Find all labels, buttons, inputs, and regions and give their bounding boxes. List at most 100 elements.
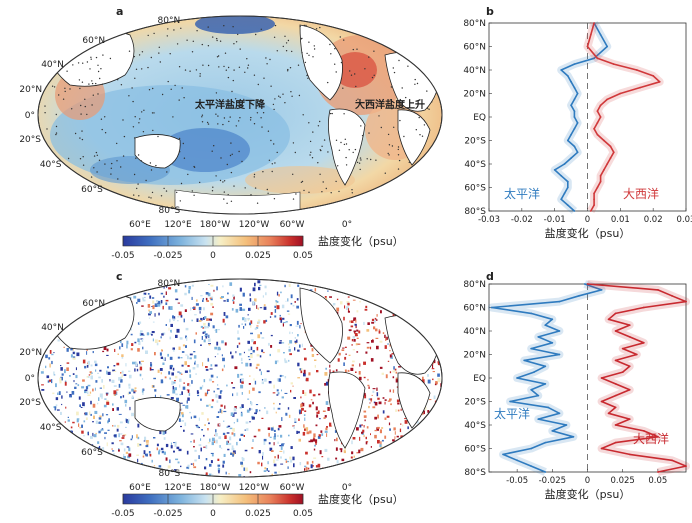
salinity-speckle (184, 370, 188, 373)
salinity-speckle (278, 425, 282, 428)
salinity-speckle (314, 365, 316, 368)
salinity-speckle (289, 331, 291, 335)
salinity-speckle (79, 404, 81, 407)
stipple-dot (325, 187, 327, 190)
stipple-dot (290, 91, 292, 93)
salinity-speckle (298, 409, 301, 413)
data-point (614, 383, 617, 385)
data-point (573, 98, 576, 101)
x-tick-label: 0.03 (677, 215, 692, 225)
salinity-speckle (236, 441, 238, 446)
stipple-dot (392, 67, 394, 69)
salinity-speckle (358, 449, 361, 454)
data-point (606, 163, 609, 165)
salinity-speckle (175, 393, 178, 396)
stipple-dot (220, 103, 222, 105)
salinity-speckle (158, 300, 161, 305)
salinity-speckle (294, 347, 296, 351)
stipple-dot (104, 132, 107, 134)
stipple-dot (95, 56, 98, 59)
stipple-dot (285, 42, 288, 44)
data-point (593, 57, 595, 60)
stipple-dot (260, 117, 262, 119)
salinity-speckle (200, 344, 202, 346)
stipple-dot (215, 113, 217, 115)
salinity-speckle (344, 346, 347, 348)
salinity-speckle (217, 458, 220, 461)
data-point (563, 192, 566, 195)
salinity-speckle (250, 346, 253, 351)
salinity-speckle (118, 413, 122, 415)
salinity-speckle (207, 359, 210, 362)
salinity-speckle (368, 405, 370, 409)
salinity-speckle (177, 302, 180, 304)
salinity-speckle (68, 348, 70, 350)
salinity-speckle (69, 375, 71, 377)
salinity-speckle (123, 456, 126, 460)
stipple-dot (235, 125, 237, 127)
salinity-speckle (154, 339, 158, 343)
salinity-speckle (134, 387, 137, 389)
stipple-dot (155, 164, 157, 167)
salinity-speckle (255, 366, 258, 369)
salinity-speckle (83, 406, 85, 408)
salinity-speckle (274, 456, 276, 459)
stipple-dot (120, 166, 122, 168)
salinity-speckle (309, 389, 312, 394)
map-lat-tick-label: 20°S (19, 398, 41, 408)
salinity-speckle (156, 300, 159, 303)
salinity-speckle (208, 422, 210, 425)
data-point (530, 447, 533, 450)
salinity-speckle (290, 446, 293, 449)
salinity-speckle (250, 324, 252, 328)
data-point (658, 80, 661, 83)
map-lat-tick-label: 40°N (41, 60, 64, 70)
salinity-speckle (112, 369, 116, 372)
stipple-dot (335, 180, 337, 183)
salinity-speckle (157, 467, 161, 469)
data-point (593, 204, 595, 207)
salinity-speckle (107, 420, 109, 424)
data-point (599, 174, 602, 177)
salinity-speckle (321, 456, 324, 458)
salinity-speckle (153, 465, 156, 467)
salinity-speckle (193, 462, 195, 466)
salinity-speckle (48, 357, 51, 360)
stipple-dot (167, 80, 169, 83)
salinity-speckle (59, 381, 62, 384)
stipple-dot (266, 188, 268, 191)
salinity-speckle (113, 434, 117, 437)
stipple-dot (97, 93, 99, 95)
salinity-speckle (245, 421, 249, 424)
salinity-speckle (261, 462, 263, 467)
salinity-speckle (384, 417, 387, 420)
salinity-speckle (181, 391, 183, 395)
salinity-speckle (273, 436, 276, 440)
salinity-speckle (98, 445, 101, 450)
stipple-dot (202, 64, 204, 66)
salinity-speckle (120, 433, 123, 435)
salinity-speckle (264, 285, 267, 289)
stipple-dot (180, 27, 182, 29)
map-lat-tick-label: 60°N (82, 36, 105, 46)
salinity-speckle (145, 445, 149, 448)
salinity-speckle (247, 398, 250, 400)
salinity-speckle (373, 326, 376, 330)
stipple-dot (301, 180, 304, 183)
salinity-speckle (121, 354, 124, 357)
salinity-speckle (128, 391, 131, 394)
salinity-speckle (187, 466, 190, 470)
salinity-speckle (84, 412, 88, 416)
salinity-speckle (297, 349, 300, 352)
colorbar-a: -0.05 -0.025 0 0.025 0.05 盐度变化（psu） (111, 234, 403, 261)
salinity-speckle (237, 330, 239, 334)
salinity-speckle (141, 338, 144, 342)
stipple-dot (426, 90, 428, 92)
salinity-speckle (325, 367, 327, 370)
salinity-speckle (257, 321, 261, 324)
salinity-speckle (343, 362, 345, 366)
data-point (657, 289, 659, 291)
salinity-speckle (234, 406, 237, 409)
salinity-speckle (210, 364, 213, 367)
salinity-speckle (324, 383, 326, 386)
